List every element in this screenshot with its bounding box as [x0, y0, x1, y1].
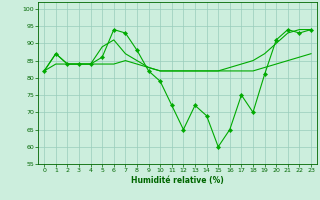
X-axis label: Humidité relative (%): Humidité relative (%) — [131, 176, 224, 185]
